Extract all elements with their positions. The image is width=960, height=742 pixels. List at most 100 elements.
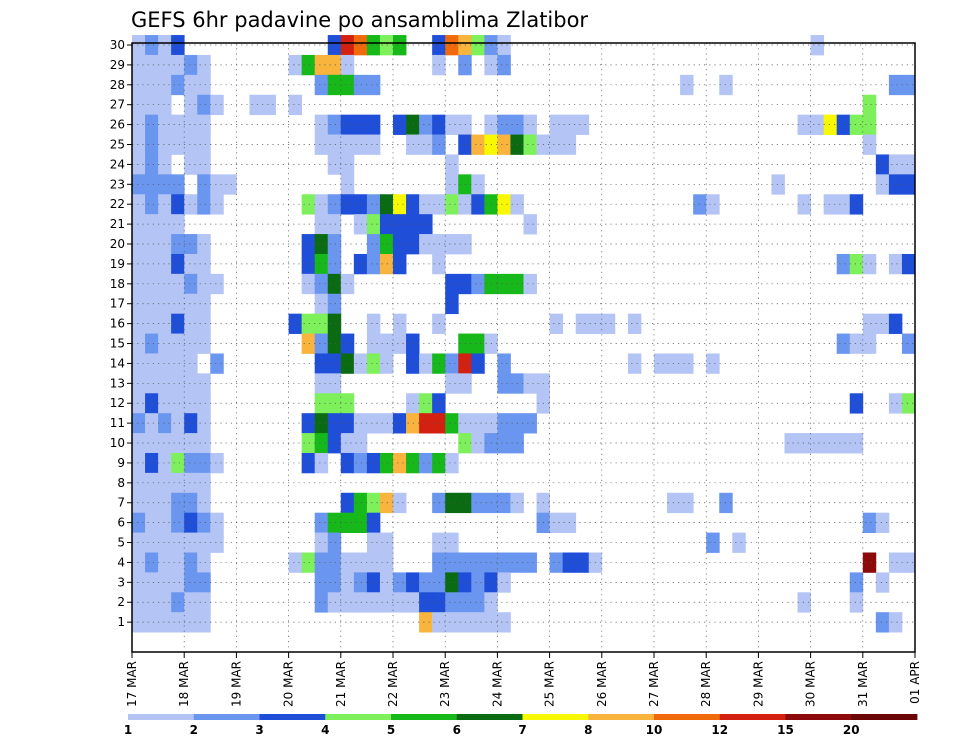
heatmap-cell — [406, 413, 420, 434]
heatmap-cell — [145, 393, 159, 414]
heatmap-cell — [158, 154, 172, 175]
colorbar-swatch — [851, 714, 918, 720]
colorbar-label: 5 — [387, 723, 395, 737]
heatmap-cell — [184, 452, 198, 474]
heatmap-cell — [445, 353, 459, 374]
heatmap-cell — [132, 94, 146, 116]
heatmap-cell — [301, 273, 316, 295]
heatmap-cell — [353, 572, 368, 593]
heatmap-cell — [158, 333, 172, 354]
heatmap-cell — [184, 54, 198, 76]
heatmap-cell — [797, 114, 811, 135]
heatmap-cell — [445, 273, 459, 295]
heatmap-cell — [379, 552, 394, 573]
heatmap-cell — [327, 273, 342, 295]
heatmap-cell — [184, 194, 198, 215]
heatmap-cell — [210, 273, 224, 295]
heatmap-cell — [445, 234, 459, 255]
heatmap-cell — [497, 552, 511, 573]
heatmap-cell — [549, 114, 564, 135]
heatmap-cell — [406, 333, 420, 354]
heatmap-cell — [366, 134, 381, 155]
y-tick-label: 10 — [110, 436, 125, 450]
heatmap-cell — [379, 214, 394, 235]
y-tick-label: 12 — [110, 396, 125, 410]
heatmap-cell — [471, 592, 485, 613]
y-tick-label: 1 — [117, 615, 125, 629]
heatmap-cell — [210, 353, 224, 374]
heatmap-cell — [158, 174, 172, 195]
y-tick-label: 5 — [117, 536, 125, 550]
heatmap-cell — [132, 433, 146, 454]
heatmap-cell — [171, 253, 185, 275]
heatmap-cell — [314, 532, 329, 553]
heatmap-cell — [406, 114, 420, 135]
heatmap-cell — [314, 393, 329, 414]
grid-lines — [132, 43, 915, 652]
heatmap-cell — [145, 54, 159, 76]
heatmap-cell — [158, 134, 172, 155]
heatmap-cell — [158, 353, 172, 374]
heatmap-cell — [862, 313, 877, 334]
heatmap-cell — [340, 194, 355, 215]
heatmap-cell — [797, 433, 811, 454]
y-tick-label: 17 — [110, 297, 125, 311]
heatmap-cell — [862, 552, 877, 573]
heatmap-cell — [849, 114, 864, 135]
heatmap-cell — [849, 253, 864, 275]
y-tick-label: 16 — [110, 317, 125, 331]
x-tick-label: 22 MAR — [386, 661, 400, 707]
heatmap-cell — [888, 74, 903, 96]
heatmap-cell — [340, 333, 355, 354]
y-tick-label: 2 — [117, 595, 125, 609]
heatmap-cell — [706, 532, 720, 553]
x-tick-label: 18 MAR — [177, 661, 191, 707]
heatmap-cell — [340, 552, 355, 573]
heatmap-cell — [497, 35, 511, 56]
heatmap-cell — [353, 433, 368, 454]
heatmap-cell — [314, 273, 329, 295]
heatmap-cell — [171, 35, 185, 56]
heatmap-cell — [184, 313, 198, 334]
plot-frame — [131, 42, 916, 653]
heatmap-cell — [171, 353, 185, 374]
heatmap-cell — [145, 253, 159, 275]
heatmap-cell — [406, 452, 420, 474]
heatmap-cell — [327, 413, 342, 434]
heatmap-cell — [497, 273, 511, 295]
heatmap-cell — [171, 413, 185, 434]
heatmap-cell — [223, 174, 237, 195]
heatmap-cell — [158, 552, 172, 573]
heatmap-cell — [197, 492, 211, 514]
colorbar-swatch — [128, 714, 195, 720]
heatmap-cell — [523, 373, 537, 394]
heatmap-cell — [145, 353, 159, 374]
heatmap-cell — [366, 552, 381, 573]
colorbar-swatch — [719, 714, 786, 720]
heatmap-cell — [366, 313, 381, 334]
heatmap-cell — [353, 353, 368, 374]
heatmap-cell — [171, 74, 185, 96]
y-tick-label: 19 — [110, 257, 125, 271]
heatmap-cell — [184, 433, 198, 454]
heatmap-cell — [158, 253, 172, 275]
heatmap-cell — [849, 194, 864, 215]
heatmap-cell — [366, 35, 381, 56]
heatmap-cell — [132, 194, 146, 215]
heatmap-cell — [340, 592, 355, 613]
heatmap-cell — [132, 413, 146, 434]
colorbar-swatch — [456, 714, 523, 720]
heatmap-cell — [875, 512, 890, 533]
heatmap-cell — [314, 194, 329, 215]
heatmap-cell — [340, 572, 355, 593]
colorbar-label: 8 — [584, 723, 592, 737]
y-axis-ticks: 1234567891011121314151617181920212223242… — [110, 38, 132, 629]
heatmap-cell — [784, 433, 798, 454]
heatmap-cell — [184, 134, 198, 155]
heatmap-cell — [327, 592, 342, 613]
colorbar-label: 2 — [190, 723, 198, 737]
heatmap-cell — [314, 293, 329, 315]
heatmap-cell — [353, 552, 368, 573]
colorbar-label: 7 — [518, 723, 526, 737]
x-tick-label: 17 MAR — [125, 661, 139, 707]
